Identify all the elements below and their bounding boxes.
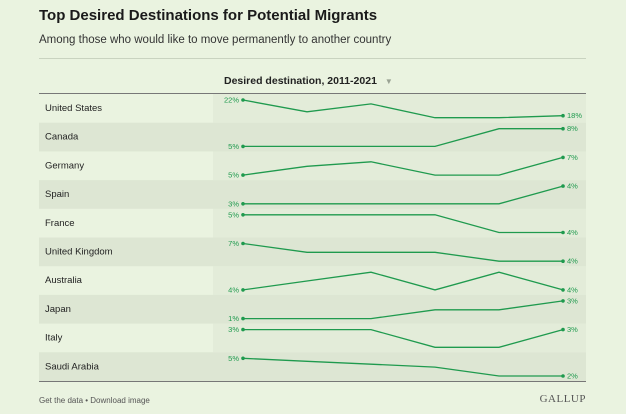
end-point-canada (561, 126, 565, 131)
gallup-logo: GALLUP (539, 393, 586, 405)
start-value-australia: 4% (228, 285, 239, 294)
end-value-germany: 7% (567, 153, 578, 162)
sort-down-icon: ▼ (384, 76, 393, 86)
download-image-link[interactable]: Download image (90, 396, 150, 405)
start-point-italy (241, 327, 245, 332)
end-point-france (561, 230, 565, 235)
row-band-chart-saudi-arabia (213, 352, 586, 381)
end-point-saudi-arabia (561, 374, 565, 378)
end-value-australia: 4% (567, 285, 578, 294)
end-point-united-kingdom (561, 259, 565, 264)
sparkline-saudi-arabia (242, 357, 563, 377)
end-point-australia (561, 288, 565, 292)
start-value-germany: 5% (228, 171, 239, 180)
row-band-label-canada (39, 122, 213, 152)
end-point-spain (561, 184, 565, 188)
sparkline-france (243, 214, 563, 234)
chart-title: Top Desired Destinations for Potential M… (39, 7, 378, 24)
row-band-chart-france (213, 208, 586, 238)
column-heading-label: Desired destination, 2011-2021 (224, 75, 377, 87)
start-value-spain: 3% (228, 199, 239, 208)
country-label-germany: Germany (45, 160, 84, 171)
start-value-japan: 1% (228, 314, 239, 323)
start-point-france (241, 213, 245, 217)
country-label-united-states: United States (45, 103, 102, 114)
country-label-australia: Australia (45, 275, 83, 286)
end-value-japan: 3% (567, 296, 578, 305)
sparkline-italy (243, 328, 564, 348)
end-value-spain: 4% (567, 182, 578, 191)
start-point-japan (241, 316, 245, 321)
country-label-saudi-arabia: Saudi Arabia (45, 361, 100, 372)
end-value-italy: 3% (567, 325, 578, 334)
country-label-japan: Japan (45, 304, 71, 315)
sparkline-united-kingdom (242, 242, 563, 262)
country-label-spain: Spain (45, 189, 69, 200)
top-divider (39, 58, 586, 59)
country-label-canada: Canada (45, 132, 79, 143)
end-value-france: 4% (567, 228, 578, 237)
row-band-chart-united-states (213, 94, 586, 123)
row-band-label-united-kingdom (39, 237, 213, 267)
start-point-spain (241, 202, 245, 206)
row-band-chart-canada (213, 122, 586, 152)
row-band-chart-japan (213, 294, 586, 324)
row-band-label-spain (39, 180, 213, 209)
sparkline-germany (242, 156, 564, 176)
end-value-united-kingdom: 4% (567, 257, 578, 266)
country-label-france: France (45, 218, 75, 229)
end-value-saudi-arabia: 2% (567, 372, 578, 381)
start-value-italy: 3% (228, 325, 239, 334)
row-band-label-japan (39, 294, 213, 324)
country-label-italy: Italy (45, 333, 63, 344)
end-value-canada: 8% (567, 124, 578, 133)
column-heading-sort[interactable]: Desired destination, 2011-2021 ▼ (224, 75, 393, 87)
start-value-united-kingdom: 7% (228, 239, 239, 248)
start-point-united-states (241, 98, 245, 102)
start-point-australia (241, 288, 245, 292)
country-label-united-kingdom: United Kingdom (45, 247, 113, 258)
sparkline-spain (243, 185, 564, 205)
sparkline-canada (243, 128, 563, 148)
get-data-link[interactable]: Get the data (39, 396, 84, 405)
end-point-italy (561, 327, 565, 332)
sparkline-japan (243, 300, 564, 320)
chart-subtitle: Among those who would like to move perma… (39, 34, 392, 46)
start-point-canada (241, 144, 245, 149)
end-point-germany (561, 155, 565, 160)
end-value-united-states: 18% (567, 111, 582, 120)
sparkline-australia (242, 271, 564, 291)
row-band-chart-spain (213, 180, 586, 209)
end-point-japan (561, 299, 565, 303)
start-value-france: 5% (228, 210, 239, 219)
start-point-germany (241, 173, 245, 177)
row-band-chart-germany (213, 151, 586, 181)
row-band-label-saudi-arabia (39, 352, 213, 381)
footer-separator: • (83, 396, 91, 405)
start-value-saudi-arabia: 5% (228, 354, 239, 363)
bottom-divider (39, 381, 586, 382)
sparkline-united-states (242, 99, 564, 119)
footer-links: Get the data • Download image (39, 396, 150, 405)
start-point-saudi-arabia (241, 356, 245, 361)
start-value-united-states: 22% (224, 96, 239, 105)
start-point-united-kingdom (241, 241, 245, 246)
end-point-united-states (561, 113, 565, 118)
header-divider (39, 93, 586, 94)
start-value-canada: 5% (228, 142, 239, 151)
